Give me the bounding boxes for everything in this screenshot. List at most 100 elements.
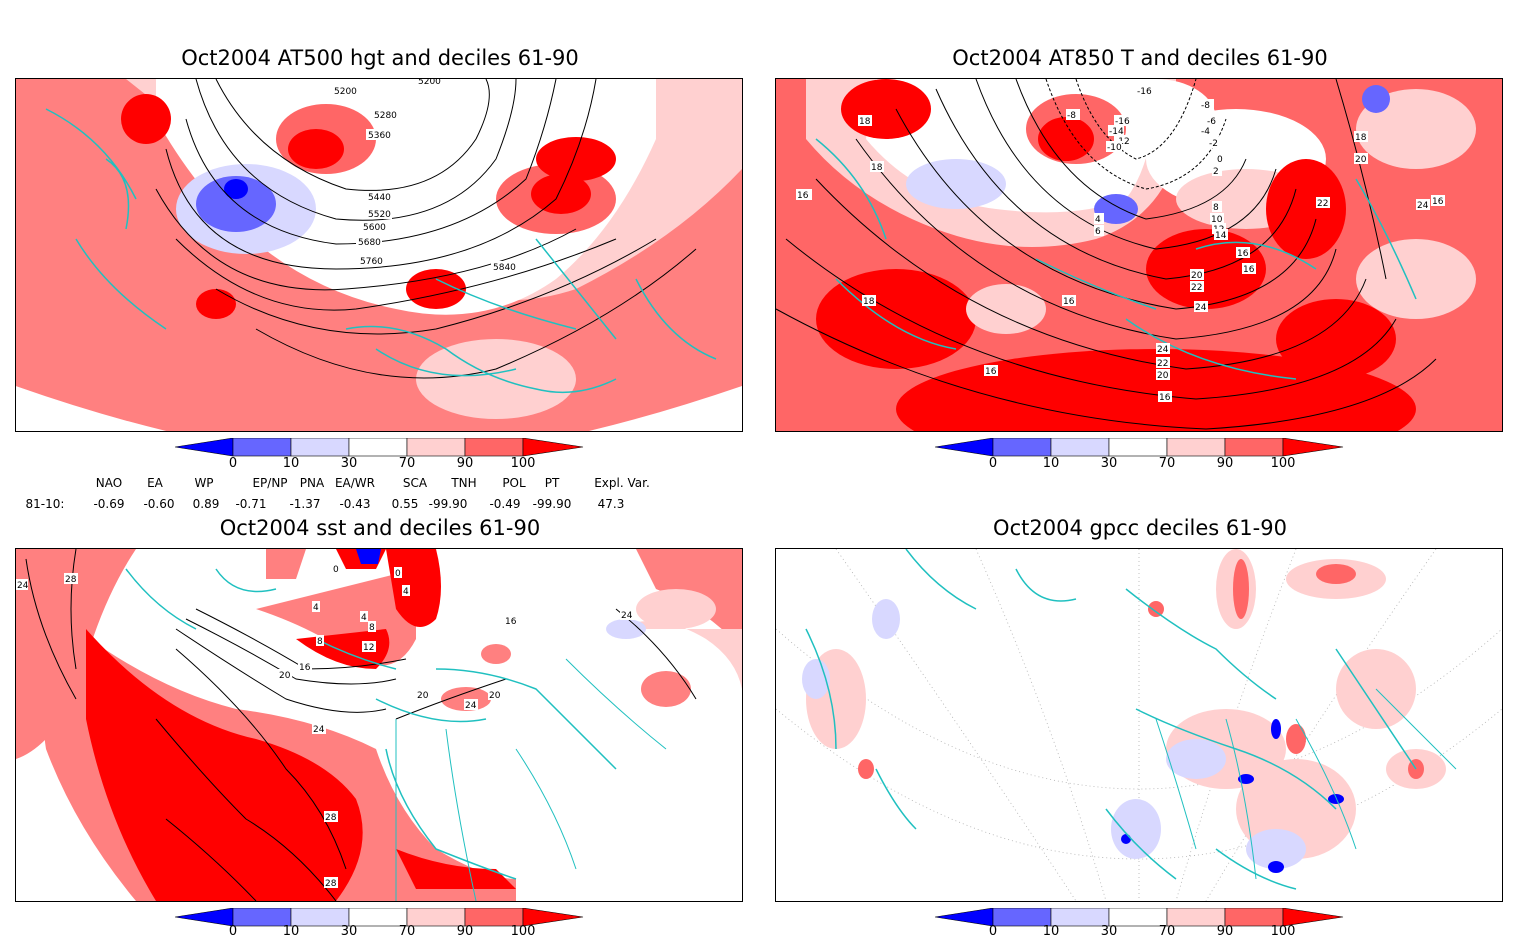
panel-title-tr: Oct2004 AT850 T and deciles 61-90 — [952, 46, 1328, 70]
contour-label: 16 — [985, 367, 997, 377]
colorbar-bl: 0 10 30 70 90 100 — [174, 907, 585, 940]
contour-label: 20 — [1191, 271, 1203, 281]
contour-label: 5280 — [374, 111, 397, 121]
contour-label: 24 — [1417, 201, 1429, 211]
contour-label: 16 — [1159, 393, 1171, 403]
map-panel-sst: 24 28 0 4 4 8 12 16 20 24 28 28 20 24 24… — [15, 548, 743, 902]
contour-label: 5520 — [368, 210, 391, 220]
index-header: WP — [194, 476, 214, 490]
contour-label: 24 — [1195, 303, 1207, 313]
colorbar-tick: 90 — [1216, 456, 1234, 471]
contour-label: 2 — [1213, 167, 1219, 177]
contour-label: 16 — [1237, 249, 1249, 259]
indices-header-row: NAO EA WP EP/NP PNA EA/WR SCA TNH POL PT… — [0, 476, 700, 492]
index-header: SCA — [402, 476, 428, 490]
colorbar-tick: 30 — [1100, 456, 1118, 471]
index-value: -0.49 — [489, 497, 521, 511]
panel-title-bl: Oct2004 sst and deciles 61-90 — [219, 516, 541, 540]
colorbar-tick: 0 — [228, 456, 238, 471]
index-header: TNH — [451, 476, 477, 490]
colorbar-tick: 100 — [510, 924, 536, 939]
colorbar-tick: 70 — [1158, 924, 1176, 939]
contour-label: 5680 — [358, 238, 381, 248]
contour-label: 5360 — [368, 131, 391, 141]
colorbar-tick: 90 — [456, 456, 474, 471]
index-header: NAO — [95, 476, 123, 490]
colorbar-tick: 100 — [510, 456, 536, 471]
contour-label: 0 — [333, 565, 339, 575]
colorbar-tick: 70 — [398, 924, 416, 939]
index-value: -0.43 — [339, 497, 371, 511]
contour-label: 16 — [797, 191, 809, 201]
contour-label: 16 — [299, 663, 311, 673]
colorbar-tick: 100 — [1270, 456, 1296, 471]
contour-label: 16 — [1432, 197, 1444, 207]
panel-title-br: Oct2004 gpcc deciles 61-90 — [993, 516, 1287, 540]
index-header: PT — [544, 476, 560, 490]
index-value: -0.60 — [143, 497, 175, 511]
contour-label: 5840 — [493, 263, 516, 273]
contour-label: 16 — [1063, 297, 1075, 307]
contour-label: 20 — [417, 691, 429, 701]
index-header: EA — [147, 476, 163, 490]
contour-label: -16 — [1115, 117, 1130, 127]
contour-label: -12 — [1115, 137, 1130, 147]
colorbar-tick: 10 — [282, 924, 300, 939]
index-value: -99.90 — [428, 497, 468, 511]
contour-label: -8 — [1067, 111, 1076, 121]
colorbar-tick: 10 — [282, 456, 300, 471]
index-value: -1.37 — [289, 497, 321, 511]
contour-label: 4 — [313, 603, 319, 613]
contour-label: -4 — [1201, 127, 1210, 137]
contour-label: 22 — [1317, 199, 1328, 209]
contour-label: 8 — [1213, 203, 1219, 213]
colorbar-tick: 0 — [988, 924, 998, 939]
colorbar-tick: 90 — [456, 924, 474, 939]
contour-label: 4 — [403, 587, 409, 597]
contour-label: 12 — [363, 643, 374, 653]
index-header: EP/NP — [252, 476, 288, 490]
colorbar-tick: 90 — [1216, 924, 1234, 939]
index-value: -0.69 — [93, 497, 125, 511]
colorbar-tick: 70 — [1158, 456, 1176, 471]
indices-value-row: 81-10: -0.69 -0.60 0.89 -0.71 -1.37 -0.4… — [0, 497, 700, 513]
index-value: 0.55 — [391, 497, 419, 511]
contour-label: 22 — [1157, 359, 1168, 369]
contour-label: 4 — [361, 613, 367, 623]
contour-label: 18 — [871, 163, 883, 173]
contour-label: 28 — [325, 879, 337, 889]
colorbar-tick: 10 — [1042, 456, 1060, 471]
contour-label: -14 — [1109, 127, 1124, 137]
contour-label: -10 — [1107, 143, 1122, 153]
index-row-label: 81-10: — [25, 497, 65, 511]
contour-label: 20 — [489, 691, 501, 701]
index-value: 0.89 — [192, 497, 220, 511]
contour-label: 6 — [1095, 227, 1101, 237]
contour-label: 5200 — [418, 79, 441, 87]
contour-label: 0 — [395, 569, 401, 579]
contour-label: 5440 — [368, 193, 391, 203]
colorbar-tick: 10 — [1042, 924, 1060, 939]
index-header: Expl. Var. — [594, 476, 650, 490]
map-panel-at850: -16 -8 -16 -14 -12 -10 -8 -6 -4 -2 0 2 4… — [775, 78, 1503, 432]
contour-label: 24 — [313, 725, 325, 735]
contour-label: 24 — [465, 701, 477, 711]
contour-label: 0 — [1217, 155, 1223, 165]
colorbar-tick: 30 — [340, 924, 358, 939]
contour-label: -2 — [1209, 139, 1218, 149]
index-header: EA/WR — [334, 476, 376, 490]
contour-label: 8 — [369, 623, 375, 633]
contour-label: 28 — [65, 575, 77, 585]
contour-label: 16 — [505, 617, 517, 627]
colorbar-tick: 30 — [1100, 924, 1118, 939]
contour-label: -6 — [1207, 117, 1216, 127]
map-panel-at500: 5200 5280 5360 5440 5520 5600 5680 5760 … — [15, 78, 743, 432]
index-header: POL — [502, 476, 526, 490]
contour-label: -16 — [1137, 87, 1152, 97]
contour-label: 16 — [1243, 265, 1255, 275]
contour-label: 5760 — [360, 257, 383, 267]
colorbar-tick: 70 — [398, 456, 416, 471]
index-value: 47.3 — [597, 497, 625, 511]
contour-label: 24 — [17, 581, 29, 591]
colorbar-tick: 0 — [228, 924, 238, 939]
